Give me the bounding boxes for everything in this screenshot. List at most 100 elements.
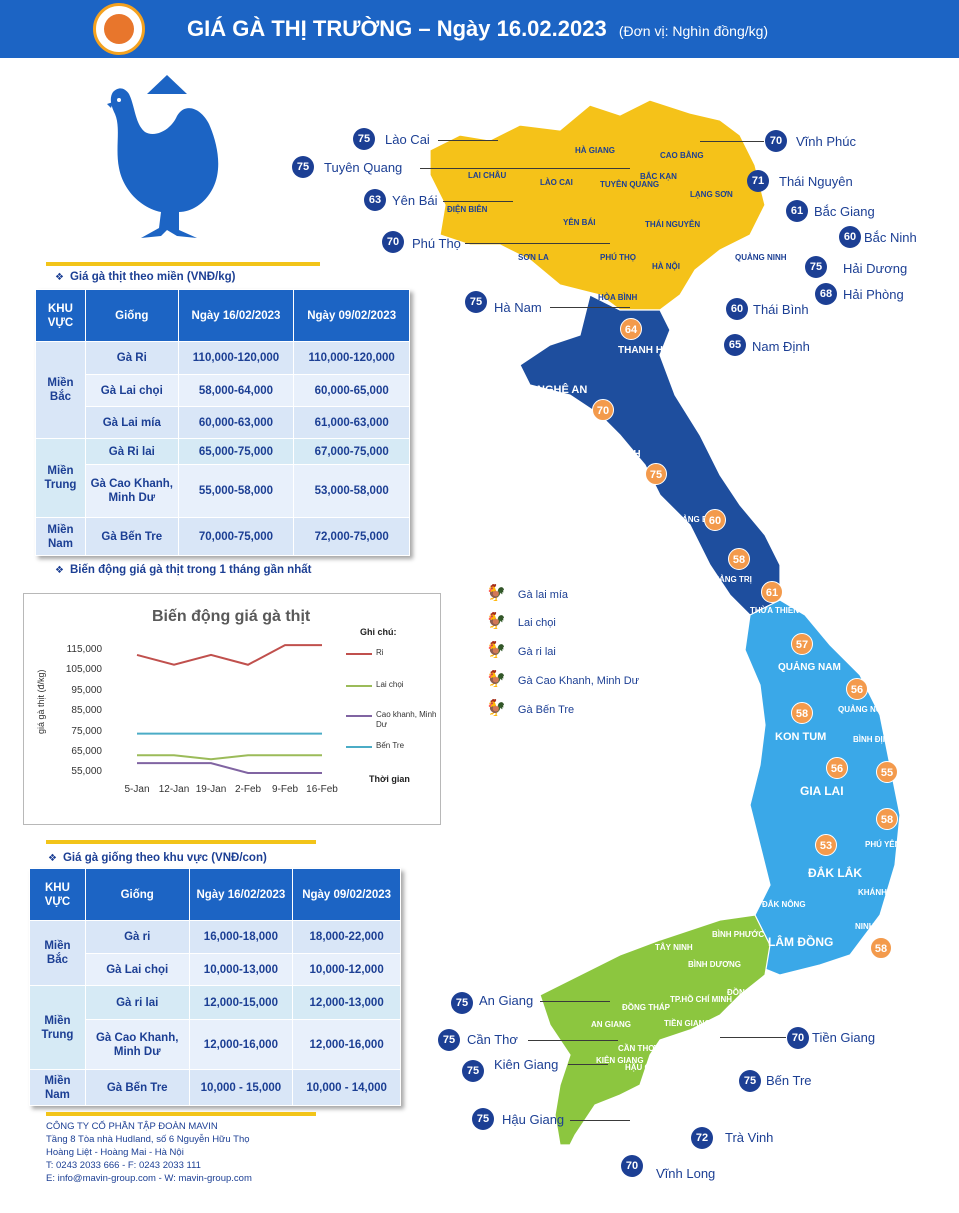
map-label: ĐỒNG THÁP <box>622 1003 670 1012</box>
province-label: Yên Bái <box>392 193 438 208</box>
region-cell: Miền Nam <box>35 517 86 556</box>
map-label: VŨNG TÀU <box>740 1010 782 1019</box>
price-badge: 75 <box>472 1108 494 1130</box>
map-legend-label: Lai chọi <box>517 617 556 629</box>
x-tick-label: 16-Feb <box>306 784 338 795</box>
price-badge: 58 <box>876 808 898 830</box>
price-badge: 75 <box>465 291 487 313</box>
price-badge: 60 <box>839 226 861 248</box>
price-badge: 75 <box>645 463 667 485</box>
map-label: QUẢNG BÌNH <box>670 515 722 524</box>
province-label: Hà Nam <box>494 300 542 315</box>
region-cell: Miền Trung <box>35 438 86 518</box>
map-label: THÁI NGUYÊN <box>645 220 701 229</box>
breed-cell: Gà Ri <box>84 341 179 375</box>
y-tick-label: 115,000 <box>66 644 102 655</box>
chicken-icon: 🐓 <box>486 613 506 630</box>
province-label: Thái Bình <box>753 302 809 317</box>
price-badge: 60 <box>726 298 748 320</box>
series-line-2 <box>137 762 322 774</box>
previous-price-cell: 67,000-75,000 <box>293 438 410 465</box>
price-badge: 61 <box>786 200 808 222</box>
price-badge: 71 <box>747 170 769 192</box>
x-tick-label: 5-Jan <box>124 784 150 795</box>
current-price-cell: 16,000-18,000 <box>188 920 294 954</box>
section-divider <box>46 1112 316 1116</box>
price-badge: 70 <box>787 1027 809 1049</box>
header-cell: Giống <box>84 289 179 342</box>
legend-swatch <box>346 685 372 687</box>
y-tick-label: 85,000 <box>71 705 102 716</box>
map-label: LAI CHÂU <box>468 171 507 180</box>
price-badge: 64 <box>620 318 642 340</box>
map-legend-item: 🐓 Gà ri lai <box>486 643 556 659</box>
map-label: NINH THUẬN <box>855 922 905 931</box>
price-badge: 65 <box>724 334 746 356</box>
header-cell: Ngày 16/02/2023 <box>177 289 295 342</box>
map-label: ĐẮK NÔNG <box>762 900 806 909</box>
province-label: Tiền Giang <box>812 1030 876 1045</box>
price-badge: 60 <box>704 509 726 531</box>
price-badge: 58 <box>791 702 813 724</box>
previous-price-cell: 12,000-13,000 <box>292 985 401 1020</box>
price-badge: 61 <box>761 581 783 603</box>
breed-cell: Gà Ri lai <box>84 438 179 465</box>
legend-swatch <box>346 746 372 748</box>
price-badge: 70 <box>621 1155 643 1177</box>
map-label: ĐỒNG NAI <box>727 988 767 997</box>
map-label: KHÁNH HÒA <box>858 888 907 897</box>
province-label: Tuyên Quang <box>324 160 403 175</box>
x-tick-label: 9-Feb <box>271 784 299 795</box>
previous-price-cell: 110,000-120,000 <box>293 341 410 375</box>
chart-legend-title: Ghi chú: <box>360 627 397 637</box>
trend-section-title: ❖ Biến động giá gà thịt trong 1 tháng gần… <box>55 564 311 576</box>
header-cell: KHU VỰC <box>29 868 86 921</box>
breed-cell: Gà Bến Tre <box>84 1069 190 1106</box>
y-tick-label: 95,000 <box>71 685 102 696</box>
price-badge: 75 <box>739 1070 761 1092</box>
previous-price-cell: 12,000-16,000 <box>292 1019 401 1070</box>
previous-price-cell: 61,000-63,000 <box>293 406 410 439</box>
leader-line <box>443 201 513 202</box>
company-name: CÔNG TY CỔ PHẦN TẬP ĐOÀN MAVIN <box>46 1121 218 1132</box>
map-label: BẮC KẠN <box>640 172 677 181</box>
region-cell: Miền Trung <box>29 985 86 1070</box>
leader-line <box>568 1064 608 1065</box>
province-label: An Giang <box>479 993 534 1008</box>
breed-cell: Gà Lai mía <box>84 406 179 439</box>
legend-label: Bến Tre <box>376 741 405 750</box>
province-label: Bắc Giang <box>814 204 875 219</box>
legend-swatch <box>346 715 372 717</box>
legend-label: Lai chọi <box>376 680 404 689</box>
map-legend-label: Gà Bến Tre <box>517 704 575 716</box>
diamond-bullet-icon: ❖ <box>55 565 64 576</box>
map-label: YÊN BÁI <box>563 218 596 227</box>
map-label: PHÚ THỌ <box>600 253 636 262</box>
map-label: LẠNG SƠN <box>690 190 733 199</box>
price-badge: 70 <box>382 231 404 253</box>
header-cell: KHU VỰC <box>35 289 86 342</box>
price-badge: 75 <box>805 256 827 278</box>
price-badge: 58 <box>728 548 750 570</box>
table-row: Gà Lai chọi 58,000-64,000 60,000-65,000 <box>36 374 410 407</box>
province-label: Vĩnh Long <box>656 1166 716 1181</box>
leader-line <box>438 140 498 141</box>
previous-price-cell: 60,000-65,000 <box>293 374 410 407</box>
map-label: CẦN THƠ <box>618 1044 656 1053</box>
map-label: LÂM ĐỒNG <box>768 935 834 949</box>
table-row: Miền Trung Gà ri lai 12,000-15,000 12,00… <box>29 985 401 1070</box>
legend-label: Ri <box>376 648 384 657</box>
province-label: Vĩnh Phúc <box>796 134 856 149</box>
map-label: THỪA THIÊN HUẾ <box>750 606 819 615</box>
price-badge: 75 <box>462 1060 484 1082</box>
price-badge: 58 <box>870 937 892 959</box>
leader-line <box>528 1040 618 1041</box>
table-row: Miền Trung Gà Ri lai 65,000-75,000 67,00… <box>35 438 410 518</box>
map-legend-item: 🐓 Gà Bến Tre <box>486 701 574 717</box>
previous-price-cell: 10,000-12,000 <box>292 953 401 986</box>
current-price-cell: 70,000-75,000 <box>177 517 295 556</box>
mavin-logo <box>93 3 145 55</box>
map-label: LÀO CAI <box>540 178 573 187</box>
province-label: Hải Phòng <box>843 287 904 302</box>
previous-price-cell: 72,000-75,000 <box>293 517 410 556</box>
